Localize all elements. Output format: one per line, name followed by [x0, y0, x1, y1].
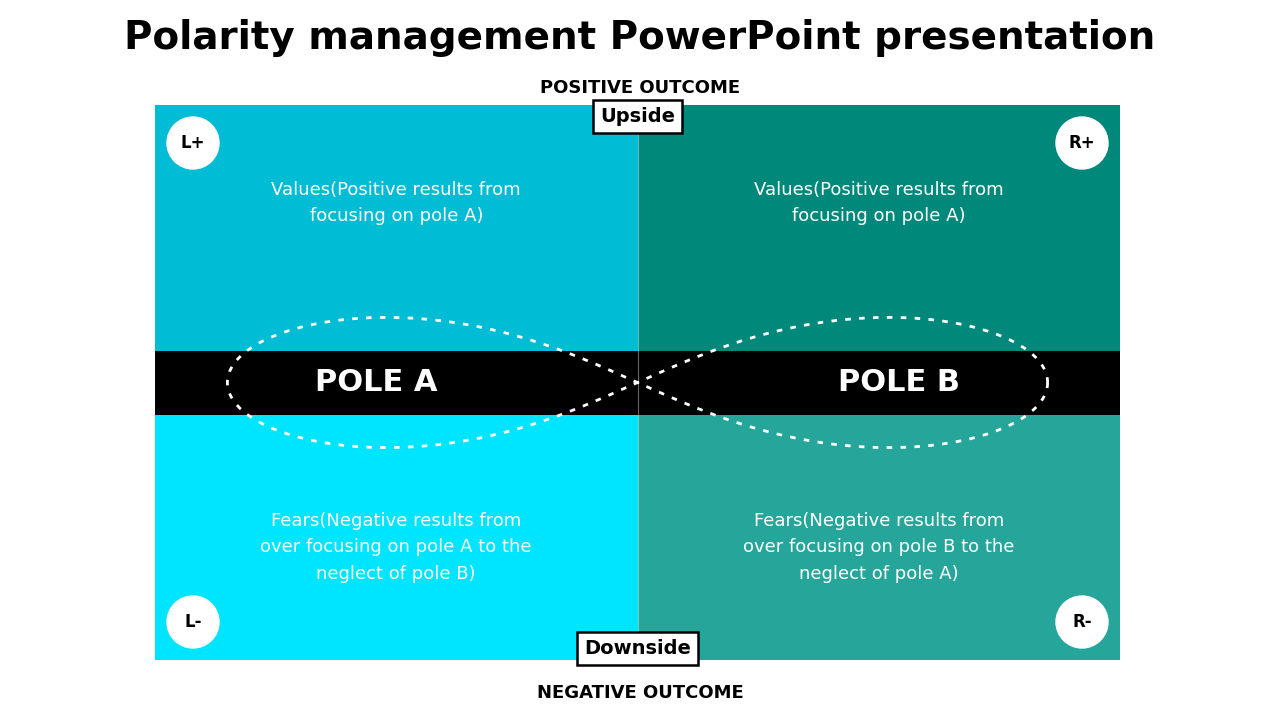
Text: POLE A: POLE A	[315, 368, 438, 397]
Circle shape	[1056, 117, 1108, 169]
Text: L-: L-	[184, 613, 202, 631]
Text: Downside: Downside	[584, 639, 691, 658]
Text: Values(Positive results from
focusing on pole A): Values(Positive results from focusing on…	[271, 181, 521, 225]
Circle shape	[166, 117, 219, 169]
Text: Upside: Upside	[600, 107, 675, 126]
Text: Polarity management PowerPoint presentation: Polarity management PowerPoint presentat…	[124, 19, 1156, 57]
Text: L+: L+	[180, 134, 205, 152]
Bar	[155, 351, 1120, 415]
Bar	[637, 415, 1120, 660]
Circle shape	[166, 596, 219, 648]
Text: Values(Positive results from
focusing on pole A): Values(Positive results from focusing on…	[754, 181, 1004, 225]
Circle shape	[1056, 596, 1108, 648]
Text: NEGATIVE OUTCOME: NEGATIVE OUTCOME	[536, 684, 744, 702]
Text: POSITIVE OUTCOME: POSITIVE OUTCOME	[540, 79, 740, 97]
Bar	[637, 105, 1120, 351]
Text: POLE B: POLE B	[837, 368, 960, 397]
Bar	[155, 415, 637, 660]
Bar	[155, 105, 637, 351]
Text: Fears(Negative results from
over focusing on pole A to the
neglect of pole B): Fears(Negative results from over focusin…	[261, 512, 532, 582]
Text: R+: R+	[1069, 134, 1096, 152]
Text: R-: R-	[1073, 613, 1092, 631]
Text: Fears(Negative results from
over focusing on pole B to the
neglect of pole A): Fears(Negative results from over focusin…	[744, 512, 1015, 582]
